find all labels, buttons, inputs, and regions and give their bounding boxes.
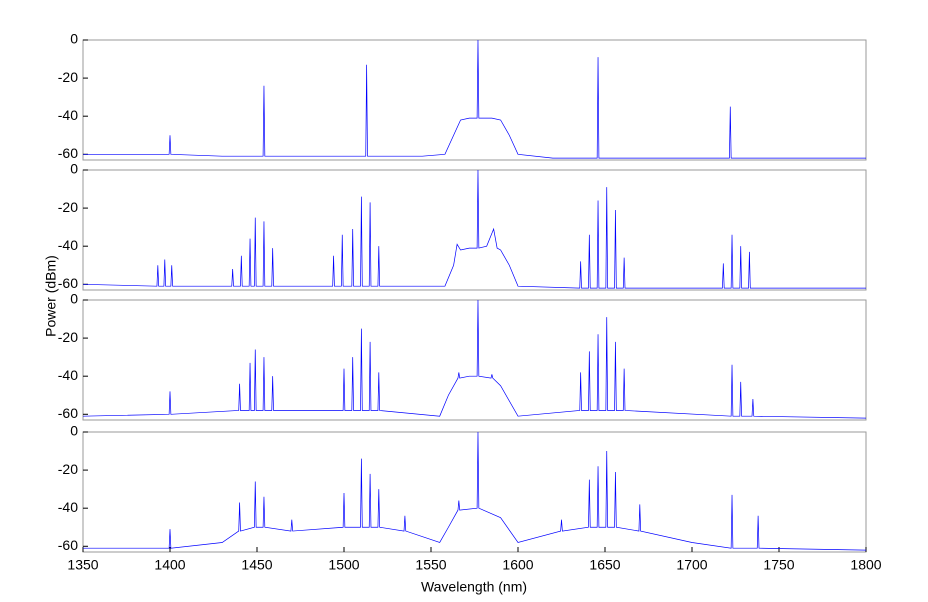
panel-frame [82,299,867,421]
x-tick-label: 1650 [589,557,620,573]
panel-frame [82,169,867,291]
y-tick-label: -60 [58,145,78,161]
x-tick-label: 1800 [850,557,881,573]
y-tick-label: 0 [70,161,78,177]
y-tick-label: 0 [70,423,78,439]
y-tick-label: -60 [58,405,78,421]
y-tick-label: -20 [58,329,78,345]
x-tick-label: 1350 [67,557,98,573]
x-tick-label: 1600 [502,557,533,573]
x-tick-label: 1450 [241,557,272,573]
spectrum-trace [82,299,867,419]
y-axis-label: Power (dBm) [43,255,59,337]
panel-frame [82,431,867,553]
y-tick-label: -40 [58,367,78,383]
x-tick-label: 1400 [154,557,185,573]
y-tick-label: 0 [70,291,78,307]
spectrum-trace [82,169,866,289]
y-tick-label: -60 [58,275,78,291]
spectrum-trace [83,431,867,551]
y-tick-label: -20 [58,461,78,477]
y-tick-label: 0 [70,31,78,47]
y-tick-label: -60 [58,537,78,553]
x-axis-label: Wavelength (nm) [421,579,527,595]
panel-frame [82,39,867,161]
y-tick-label: -20 [58,199,78,215]
x-tick-label: 1500 [328,557,359,573]
y-tick-label: -40 [58,237,78,253]
spectrum-trace [83,39,866,159]
x-tick-label: 1550 [415,557,446,573]
y-tick-label: -40 [58,107,78,123]
x-tick-label: 1750 [763,557,794,573]
x-tick-label: 1700 [676,557,707,573]
y-tick-label: -40 [58,499,78,515]
y-tick-label: -20 [58,69,78,85]
